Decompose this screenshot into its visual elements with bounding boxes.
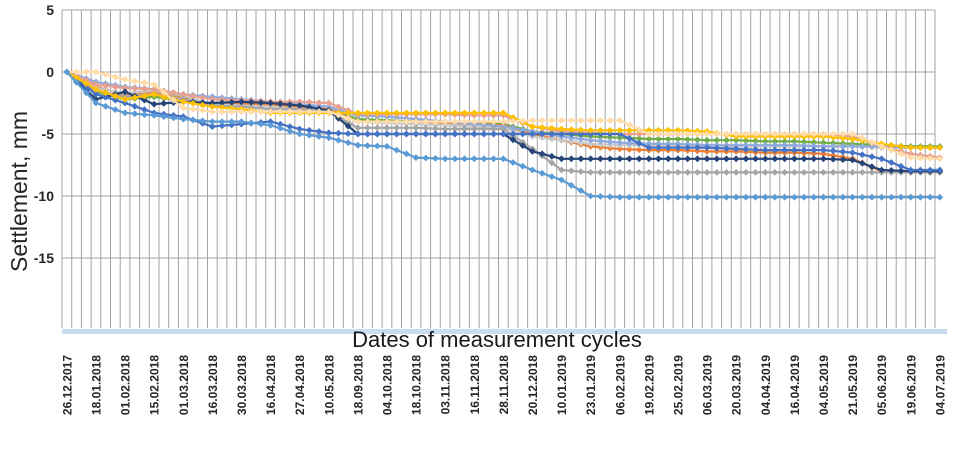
y-axis-tick-labels: 5 0 -5 -10 -15 <box>34 2 54 266</box>
x-tick-label: 16.11.2018 <box>468 355 482 415</box>
y-tick-label: -10 <box>34 188 54 204</box>
y-tick-label: 5 <box>46 2 54 18</box>
x-tick-label: 18.10.2018 <box>410 355 424 415</box>
gridlines <box>61 9 936 328</box>
x-tick-label: 18.09.2018 <box>351 355 365 415</box>
x-tick-label: 10.05.2018 <box>322 355 336 415</box>
series-blue <box>63 68 944 174</box>
x-tick-label: 06.03.2019 <box>701 355 715 415</box>
x-tick-label: 15.02.2018 <box>148 355 162 415</box>
y-tick-label: -5 <box>42 126 55 142</box>
x-tick-label: 04.05.2019 <box>817 355 831 415</box>
series-markers <box>63 68 944 151</box>
x-tick-label: 05.06.2019 <box>875 355 889 415</box>
x-tick-label: 16.03.2018 <box>206 355 220 415</box>
x-tick-label: 23.01.2019 <box>584 355 598 415</box>
series-light-blue <box>63 68 944 201</box>
x-axis-tick-labels: 26.12.2017 18.01.2018 01.02.2018 15.02.2018… <box>60 355 947 415</box>
y-tick-label: 0 <box>46 64 54 80</box>
x-axis-title: Dates of measurement cycles <box>352 327 642 352</box>
x-tick-label: 01.02.2018 <box>119 355 133 415</box>
x-tick-label: 28.11.2018 <box>497 355 511 415</box>
x-tick-label: 04.07.2019 <box>933 355 947 415</box>
x-tick-label: 19.06.2019 <box>904 355 918 415</box>
x-tick-label: 06.02.2019 <box>613 355 627 415</box>
x-tick-label: 01.03.2018 <box>177 355 191 415</box>
y-tick-label: -15 <box>34 250 54 266</box>
y-axis-title: Settlement, mm <box>6 110 32 272</box>
x-tick-label: 25.02.2019 <box>671 355 685 415</box>
x-tick-label: 18.01.2018 <box>89 355 103 415</box>
x-tick-label: 27.04.2018 <box>293 355 307 415</box>
x-tick-label: 03.11.2018 <box>439 355 453 415</box>
x-tick-label: 19.02.2019 <box>642 355 656 415</box>
x-tick-label: 20.12.2018 <box>526 355 540 415</box>
x-tick-label: 16.04.2019 <box>788 355 802 415</box>
x-tick-label: 26.12.2017 <box>60 355 74 415</box>
series-peach <box>63 68 944 163</box>
x-tick-label: 16.04.2018 <box>264 355 278 415</box>
x-tick-label: 04.04.2019 <box>759 355 773 415</box>
x-tick-label: 04.10.2018 <box>380 355 394 415</box>
axis-band <box>62 329 947 334</box>
x-tick-label: 21.05.2019 <box>846 355 860 415</box>
x-tick-label: 10.01.2019 <box>555 355 569 415</box>
x-tick-label: 20.03.2019 <box>730 355 744 415</box>
x-tick-label: 30.03.2018 <box>235 355 249 415</box>
